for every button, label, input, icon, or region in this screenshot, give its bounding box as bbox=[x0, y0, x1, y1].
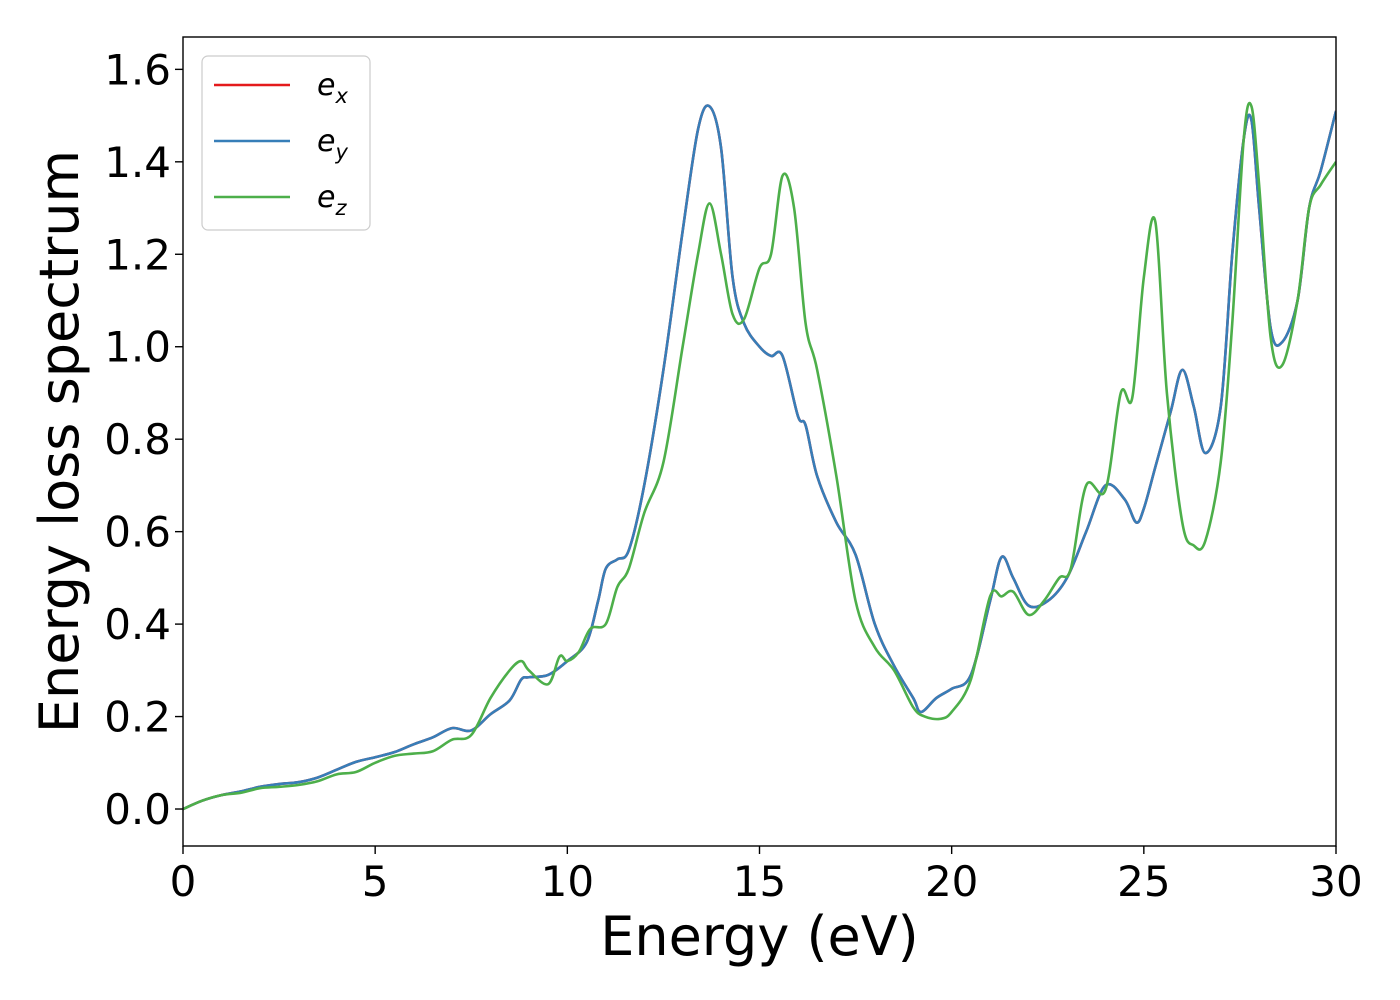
legend-label-sub: y bbox=[334, 140, 348, 164]
y-tick-label: 0.2 bbox=[104, 693, 171, 742]
y-tick-label: 0.0 bbox=[104, 785, 171, 834]
x-tick-label: 0 bbox=[170, 857, 197, 906]
series-line-ey bbox=[183, 104, 1336, 811]
legend-label-main: e bbox=[317, 180, 335, 215]
legend-label-sub: x bbox=[334, 84, 348, 108]
x-axis-label: Energy (eV) bbox=[600, 905, 919, 968]
axis-ticks: 0 5 10 15 20 25 30 0.0 0.2 0.4 0.6 0.8 1.0 1.2 1.4 1.6 bbox=[104, 45, 1363, 906]
x-tick-label: 25 bbox=[1117, 857, 1170, 906]
series-line-ez bbox=[183, 101, 1336, 811]
plot-area bbox=[183, 101, 1336, 811]
x-tick-label: 5 bbox=[362, 857, 389, 906]
x-tick-label: 30 bbox=[1309, 857, 1362, 906]
y-tick-label: 0.6 bbox=[104, 508, 171, 557]
y-tick-label: 1.2 bbox=[104, 230, 171, 279]
y-tick-label: 0.8 bbox=[104, 415, 171, 464]
x-tick-label: 10 bbox=[541, 857, 594, 906]
y-tick-label: 1.4 bbox=[104, 138, 171, 187]
y-tick-label: 1.0 bbox=[104, 323, 171, 372]
legend-label: ey bbox=[317, 124, 348, 164]
legend-box bbox=[201, 55, 371, 231]
x-tick-label: 15 bbox=[733, 857, 786, 906]
legend-label: ex bbox=[317, 68, 348, 108]
legend-label-main: e bbox=[317, 68, 335, 103]
legend-label-sub: z bbox=[334, 196, 347, 220]
y-tick-label: 1.6 bbox=[104, 45, 171, 94]
y-tick-label: 0.4 bbox=[104, 600, 171, 649]
legend-label-main: e bbox=[317, 124, 335, 159]
y-axis-label: Energy loss spectrum bbox=[28, 150, 91, 733]
x-tick-label: 20 bbox=[925, 857, 978, 906]
legend-label: ez bbox=[317, 180, 347, 220]
